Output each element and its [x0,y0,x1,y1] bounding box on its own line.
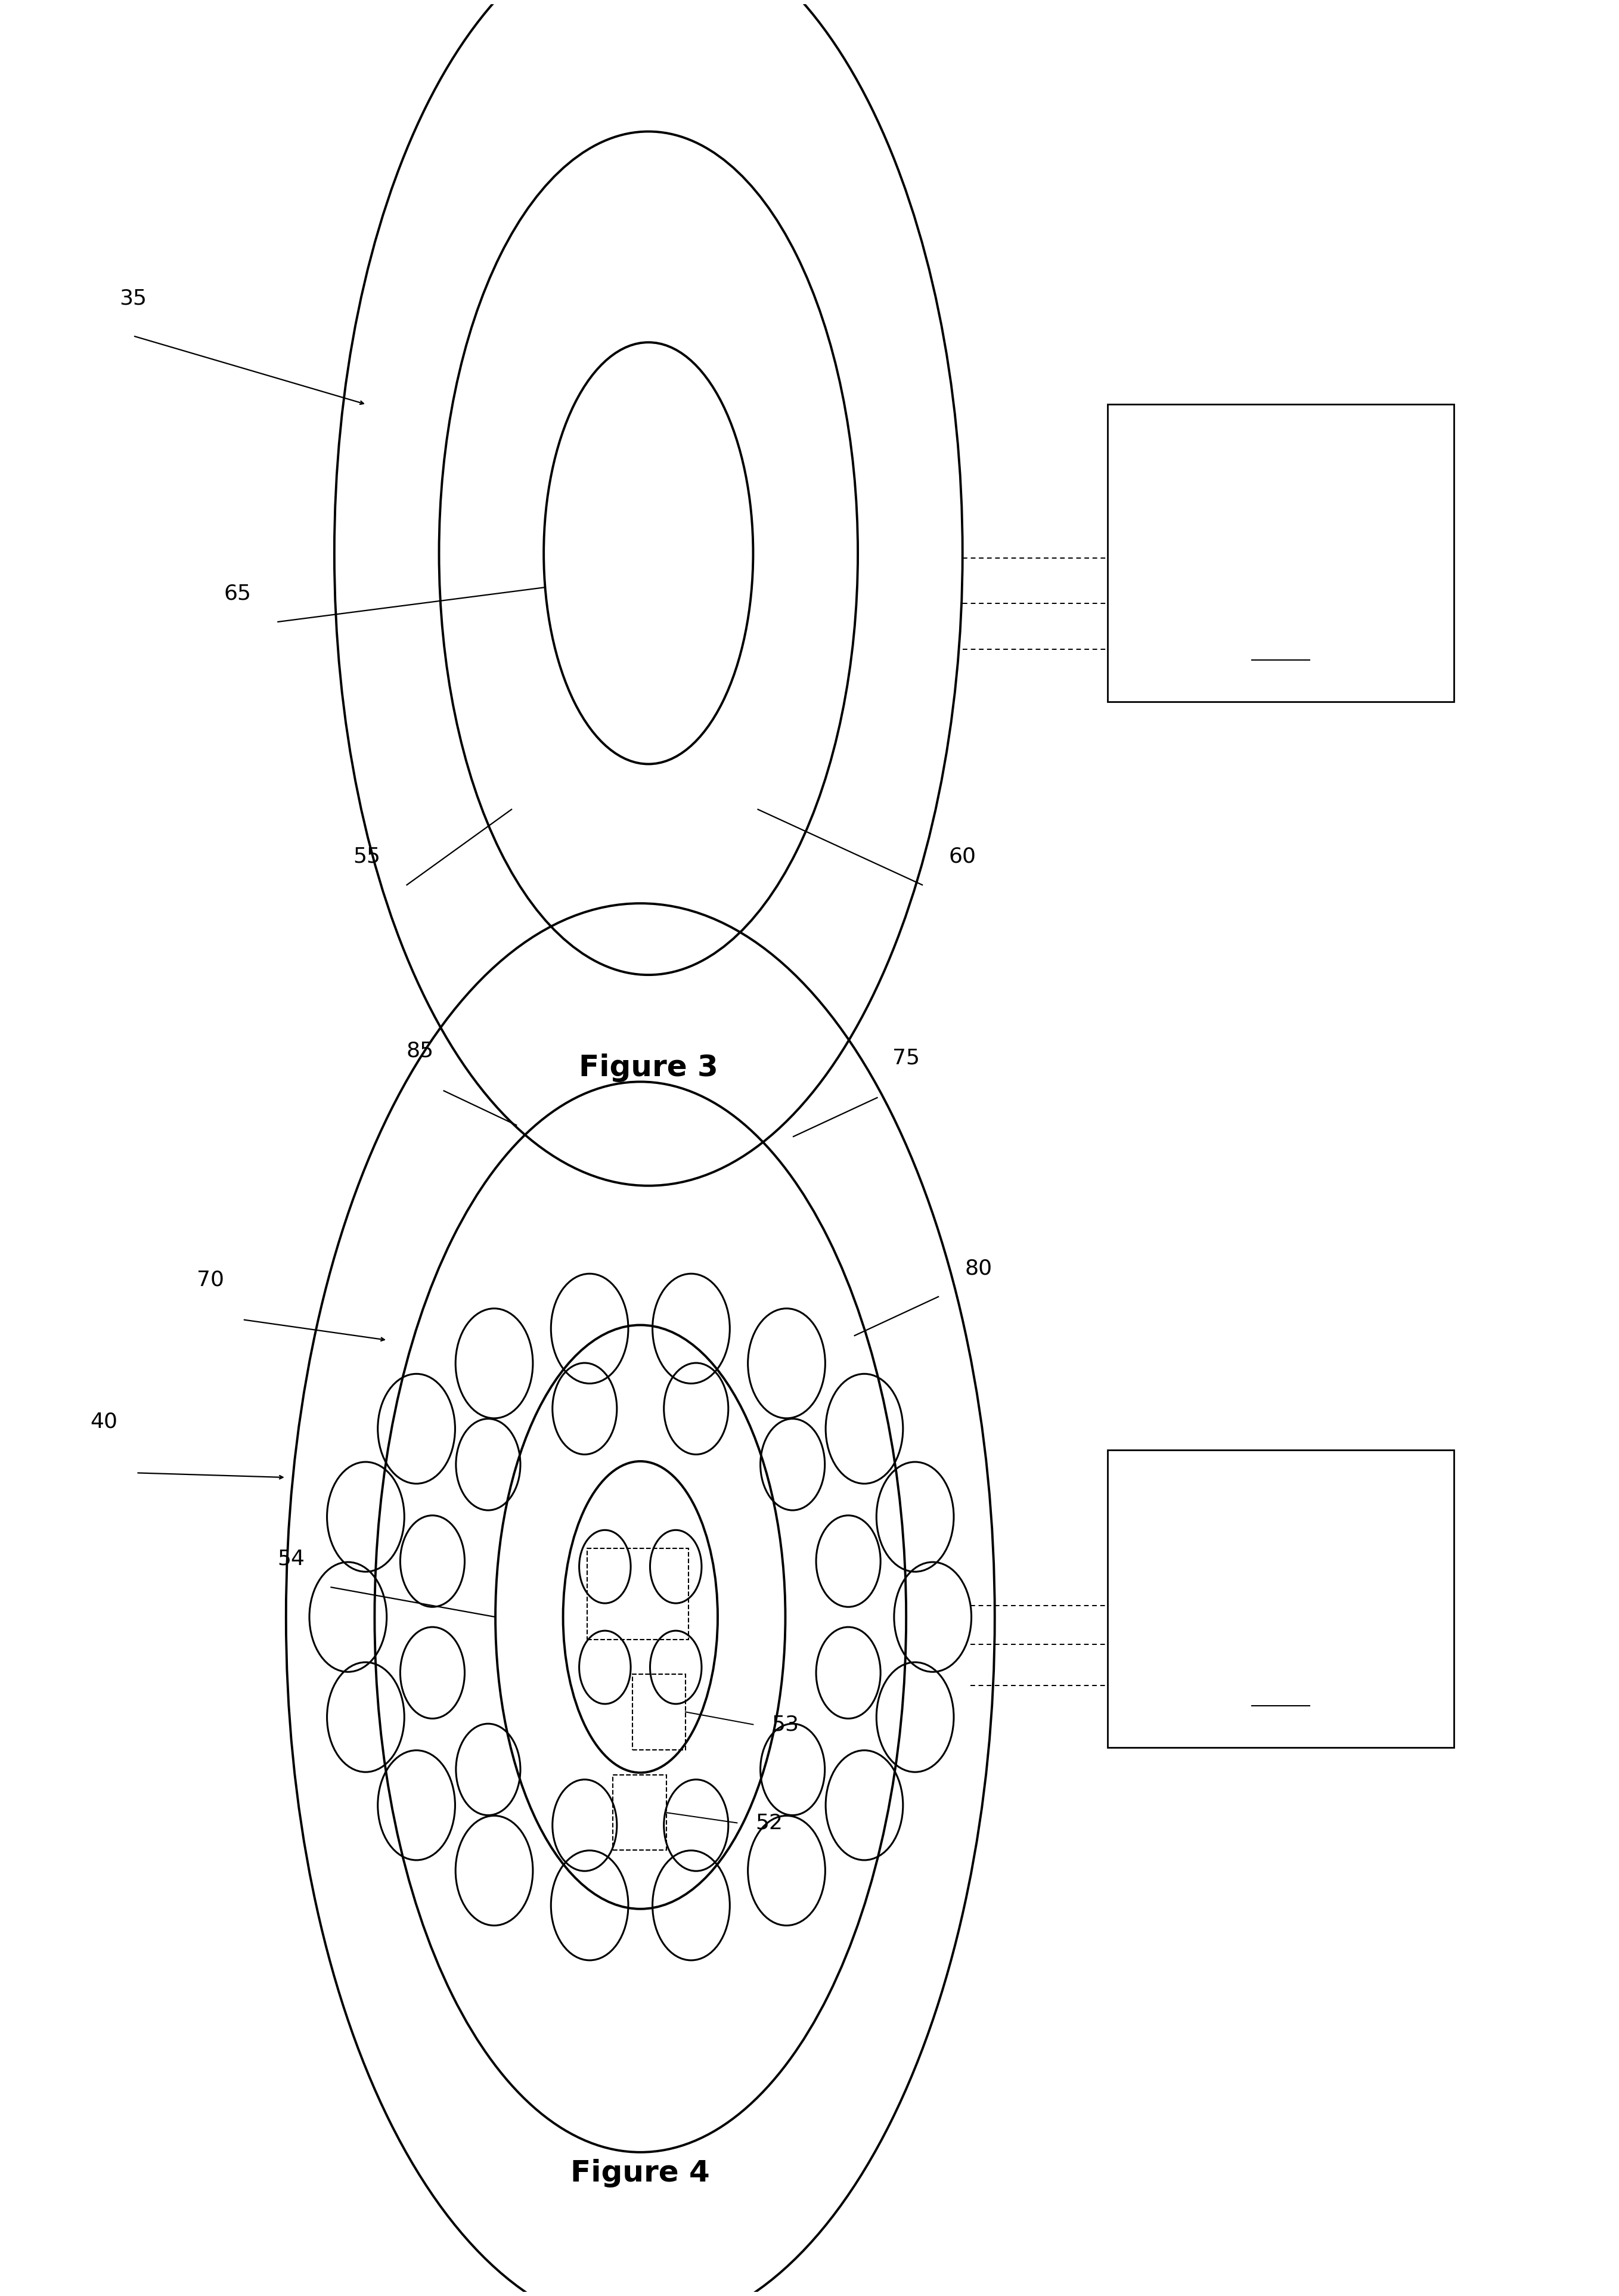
Text: Figure 4: Figure 4 [572,2158,711,2188]
Text: 52: 52 [756,1814,784,1832]
Text: 55: 55 [353,847,380,866]
Text: Process: Process [1247,510,1315,526]
Text: Figure 3: Figure 3 [578,1054,719,1081]
Text: 80: 80 [965,1258,992,1279]
Text: 35: 35 [120,287,147,308]
FancyBboxPatch shape [1107,1451,1454,1747]
Text: Process: Process [1247,1554,1315,1573]
Text: 85: 85 [406,1040,434,1061]
Text: 65: 65 [223,583,251,604]
Text: 30: 30 [1269,1674,1292,1690]
Text: Controller: Controller [1235,1607,1326,1626]
Text: 53: 53 [772,1715,800,1736]
Text: 40: 40 [91,1412,118,1433]
Text: Automatic: Automatic [1234,1502,1328,1518]
Text: 70: 70 [196,1270,223,1290]
Text: 60: 60 [949,847,976,866]
Text: Controller: Controller [1235,563,1326,579]
FancyBboxPatch shape [1107,404,1454,703]
Text: Automatic: Automatic [1234,455,1328,473]
Text: 30: 30 [1269,627,1292,645]
Text: 54: 54 [277,1550,304,1568]
Text: 75: 75 [892,1047,920,1068]
